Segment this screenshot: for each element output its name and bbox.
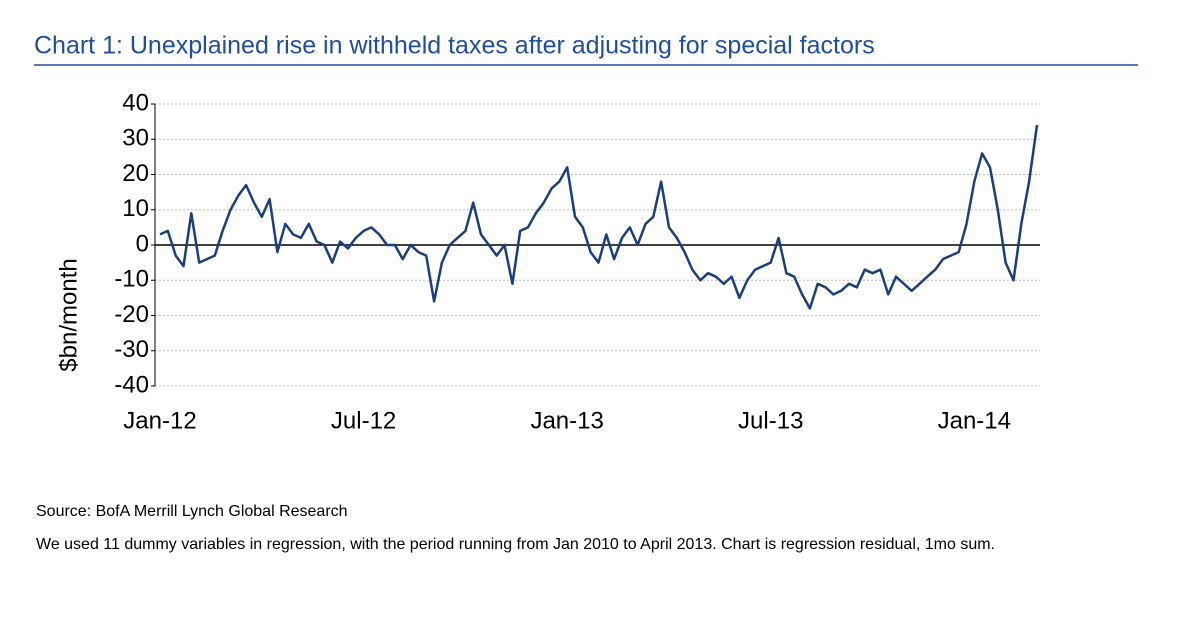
x-tick-label: Jul-13 — [738, 407, 803, 434]
y-tick-label: 40 — [122, 89, 149, 116]
footnote: We used 11 dummy variables in regression… — [36, 536, 995, 553]
x-tick-label: Jul-12 — [331, 407, 396, 434]
x-tick-label: Jan-14 — [938, 407, 1011, 434]
y-tick-label: -30 — [114, 336, 149, 363]
x-tick-label: Jan-13 — [530, 407, 603, 434]
data-line — [159, 124, 1039, 310]
y-tick-label: 30 — [122, 125, 149, 152]
y-tick-label: -10 — [114, 266, 149, 293]
y-tick-label: -20 — [114, 301, 149, 328]
y-tick-label: 20 — [122, 160, 149, 187]
x-tick-label: Jan-12 — [123, 407, 196, 434]
y-axis-label: $bn/month — [55, 258, 82, 371]
source-note: Source: BofA Merrill Lynch Global Resear… — [36, 503, 348, 520]
y-tick-label: -40 — [114, 371, 149, 398]
y-tick-label: 0 — [136, 230, 149, 257]
chart-title: Chart 1: Unexplained rise in withheld ta… — [34, 32, 875, 60]
y-tick-label: 10 — [122, 195, 149, 222]
